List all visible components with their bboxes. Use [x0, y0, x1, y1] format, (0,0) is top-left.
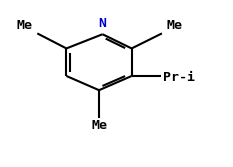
Text: Pr-i: Pr-i — [163, 71, 195, 84]
Text: Me: Me — [167, 19, 183, 32]
Text: N: N — [99, 17, 106, 30]
Text: Me: Me — [17, 19, 33, 32]
Text: Me: Me — [91, 119, 107, 132]
